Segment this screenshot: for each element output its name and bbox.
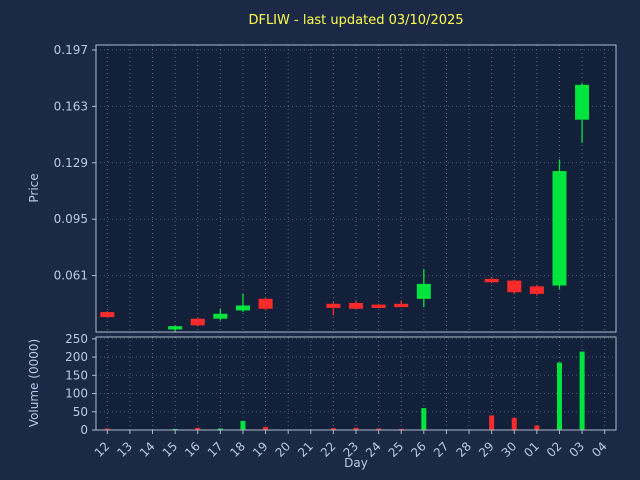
candle-body-29 (484, 278, 499, 283)
volume-axis-label: Volume (0000) (27, 338, 41, 428)
candle-body-03 (575, 84, 590, 120)
volume-tick-label: 150 (65, 368, 88, 382)
volume-tick-label: 100 (65, 387, 88, 401)
price-tick-label: 0.197 (54, 43, 88, 57)
volume-bar-29 (489, 415, 495, 430)
candle-body-22 (326, 303, 341, 308)
price-tick-label: 0.061 (54, 269, 88, 283)
volume-tick-label: 200 (65, 350, 88, 364)
volume-bar-25 (398, 428, 404, 430)
day-axis-label: Day (344, 456, 368, 470)
volume-bar-23 (353, 427, 359, 430)
volume-bar-01 (534, 425, 540, 430)
candle-body-23 (349, 302, 363, 309)
candle-body-17 (213, 313, 228, 319)
price-panel-border (95, 44, 617, 333)
volume-bar-22 (330, 428, 336, 430)
volume-bar-17 (217, 428, 223, 430)
volume-bar-18 (240, 420, 246, 430)
volume-tick-label: 50 (73, 405, 88, 419)
volume-bar-24 (376, 428, 382, 430)
price-tick-label: 0.129 (54, 156, 88, 170)
candle-body-16 (190, 318, 205, 326)
candle-body-18 (235, 305, 250, 311)
candle-body-30 (507, 280, 522, 293)
volume-bar-03 (579, 351, 585, 430)
candle-body-12 (100, 312, 115, 318)
candle-body-25 (394, 303, 409, 308)
chart-title: DFLIW - last updated 03/10/2025 (248, 13, 464, 28)
volume-panel-bg (96, 337, 616, 430)
price-tick-label: 0.163 (54, 99, 88, 113)
volume-bar-15 (172, 428, 178, 430)
candle-body-01 (529, 286, 544, 294)
volume-tick-label: 250 (65, 332, 88, 346)
price-panel-bg (96, 45, 616, 332)
volume-bar-26 (421, 408, 427, 430)
volume-tick-label: 0 (80, 423, 88, 437)
candle-body-15 (168, 326, 183, 330)
volume-bar-12 (104, 428, 110, 430)
volume-bar-30 (511, 417, 517, 430)
price-axis-label: Price (27, 173, 41, 203)
candle-body-26 (416, 283, 431, 299)
candle-body-02 (552, 171, 567, 286)
volume-bar-19 (263, 427, 269, 430)
candle-body-24 (371, 304, 386, 308)
candle-body-19 (258, 298, 273, 309)
volume-bar-02 (556, 362, 562, 430)
price-tick-label: 0.095 (54, 212, 88, 226)
volume-bar-16 (195, 427, 201, 430)
